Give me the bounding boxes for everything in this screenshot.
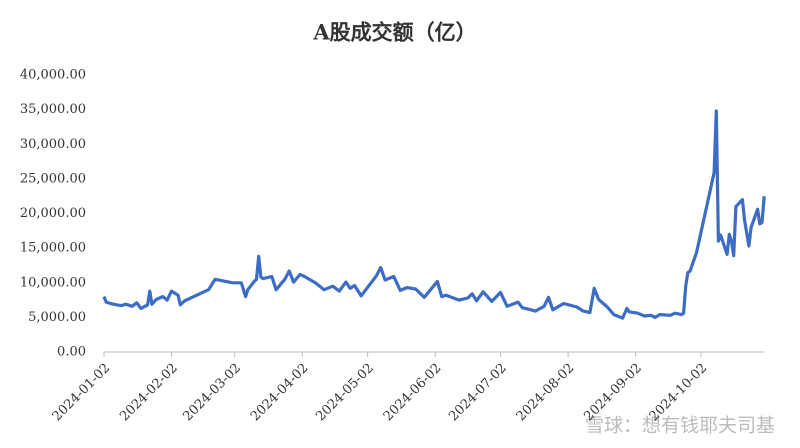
y-tick-label: 15,000.00 [20,241,86,256]
x-tick-label: 2024-02-02 [117,361,181,425]
x-tick-label: 2024-04-02 [248,361,312,425]
x-tick-label: 2024-06-02 [381,361,445,425]
x-tick-label: 2024-08-02 [514,361,578,425]
y-tick-label: 0.00 [57,345,86,360]
y-tick-label: 20,000.00 [20,206,86,221]
y-tick-label: 5,000.00 [28,310,86,325]
line [102,109,766,320]
y-tick-label: 10,000.00 [20,275,86,290]
x-tick-label: 2024-03-02 [180,361,244,425]
y-tick-label: 40,000.00 [20,68,86,83]
chart-title: A股成交额（亿） [312,20,476,45]
y-tick-label: 30,000.00 [20,137,86,152]
y-tick-label: 25,000.00 [20,171,86,186]
x-tick-label: 2024-01-02 [50,361,114,425]
y-tick-label: 35,000.00 [20,102,86,117]
x-tick-label: 2024-05-02 [313,361,377,425]
x-tick-label: 2024-07-02 [446,361,510,425]
watermark: 雪球：想有钱耶夫司基 [585,415,775,437]
